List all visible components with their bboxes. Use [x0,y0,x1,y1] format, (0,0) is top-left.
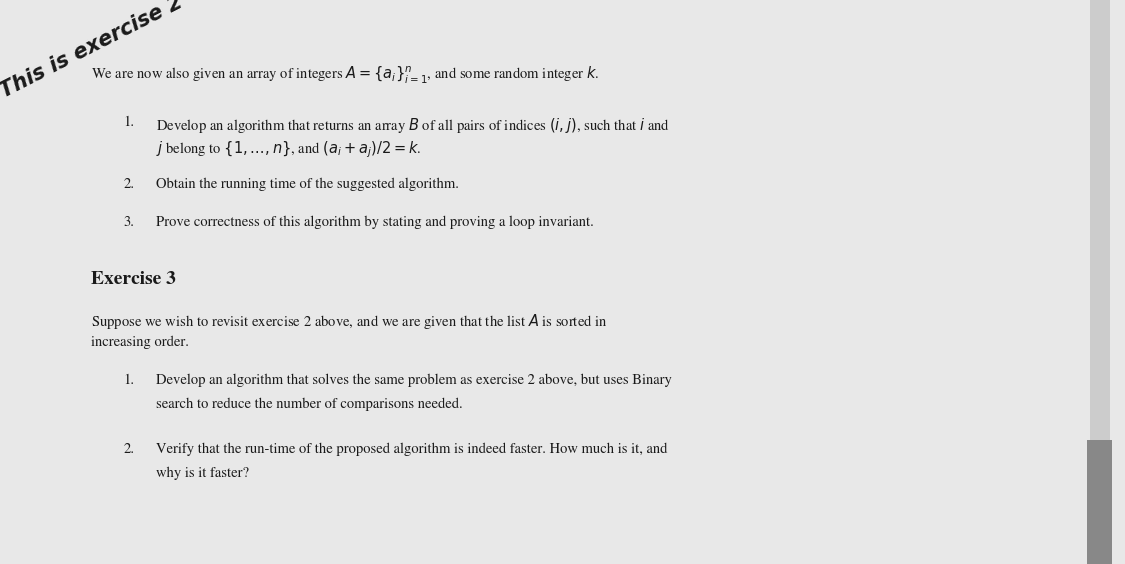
Text: Exercise 3: Exercise 3 [91,271,177,288]
Text: Prove correctness of this algorithm by stating and proving a loop invariant.: Prove correctness of this algorithm by s… [155,215,594,229]
Text: increasing order.: increasing order. [91,336,189,349]
Bar [1087,440,1113,564]
Text: search to reduce the number of comparisons needed.: search to reduce the number of compariso… [155,398,462,411]
Text: why is it faster?: why is it faster? [155,467,249,481]
Bar [1089,0,1109,564]
Text: 2.: 2. [124,178,135,191]
Text: 2.: 2. [124,443,135,456]
Text: $j$ belong to $\{1,\ldots,n\}$, and $(a_i + a_j)/2 = k$.: $j$ belong to $\{1,\ldots,n\}$, and $(a_… [155,140,421,161]
Text: Develop an algorithm that returns an array $B$ of all pairs of indices $(i, j)$,: Develop an algorithm that returns an arr… [155,116,669,135]
Text: 1.: 1. [124,373,135,387]
Text: Develop an algorithm that solves the same problem as exercise 2 above, but uses : Develop an algorithm that solves the sam… [155,373,672,387]
Text: Obtain the running time of the suggested algorithm.: Obtain the running time of the suggested… [155,178,459,191]
Text: Verify that the run-time of the proposed algorithm is indeed faster. How much is: Verify that the run-time of the proposed… [155,443,667,456]
Text: This is exercise 2: This is exercise 2 [0,0,186,102]
Text: Suppose we wish to revisit exercise 2 above, and we are given that the list $A$ : Suppose we wish to revisit exercise 2 ab… [91,312,608,331]
Text: 1.: 1. [124,116,135,129]
Text: We are now also given an array of integers $A = \{a_i\}_{i=1}^{n}$, and some ran: We are now also given an array of intege… [91,65,600,86]
Text: 3.: 3. [124,215,134,229]
